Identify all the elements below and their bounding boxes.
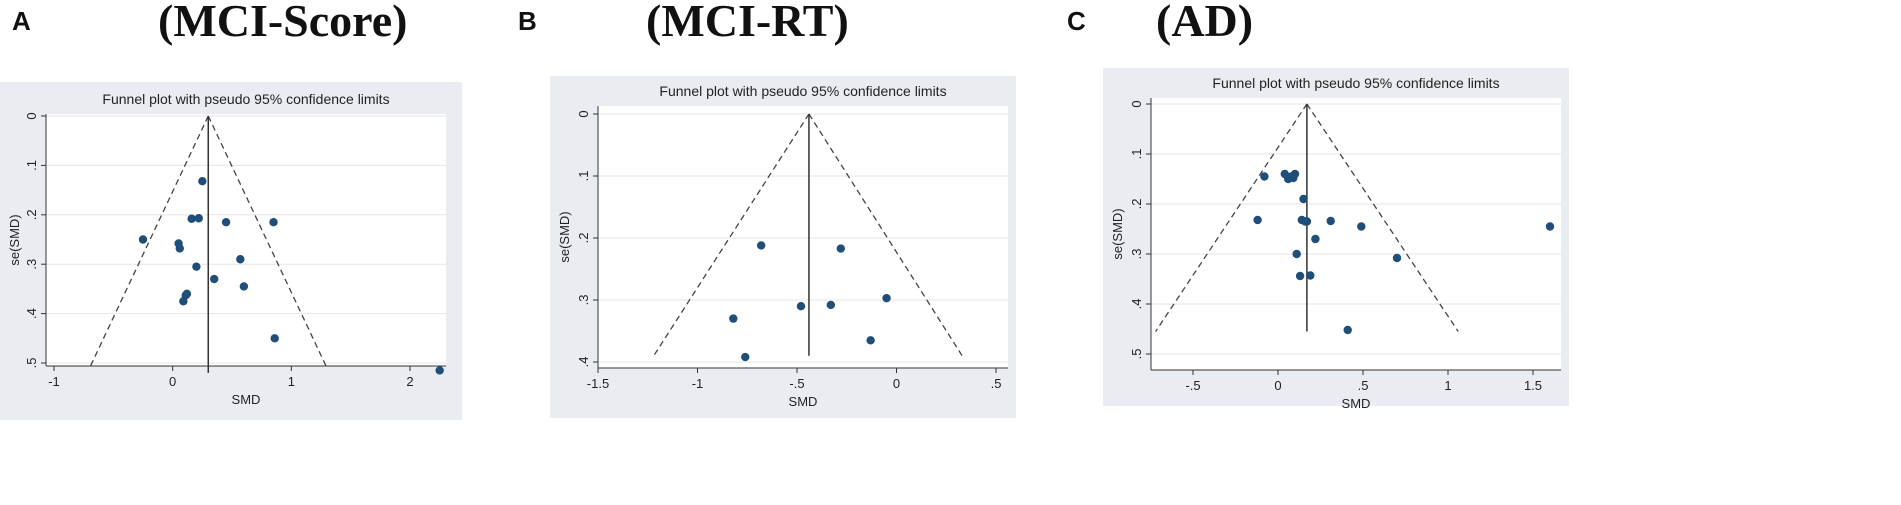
plot-title: Funnel plot with pseudo 95% confidence l… <box>1212 75 1499 91</box>
x-tick-label: -1 <box>692 376 704 391</box>
plot-title: Funnel plot with pseudo 95% confidence l… <box>102 91 389 107</box>
x-tick-label: -1.5 <box>587 376 609 391</box>
y-tick-label: .5 <box>1129 349 1144 360</box>
x-tick-label: .5 <box>991 376 1002 391</box>
y-tick-label: .1 <box>1129 149 1144 160</box>
study-point <box>1260 172 1269 181</box>
y-tick-label: .4 <box>24 308 39 319</box>
study-point <box>1306 271 1315 280</box>
y-tick-label: .4 <box>1129 299 1144 310</box>
x-tick-label: 1.5 <box>1524 378 1542 393</box>
funnel-limit-line <box>207 115 328 369</box>
study-point <box>138 235 148 244</box>
study-point <box>756 241 766 250</box>
study-point <box>198 177 207 186</box>
study-point <box>1299 194 1308 204</box>
study-point <box>1301 217 1310 226</box>
y-tick-label: .4 <box>576 357 591 368</box>
study-point <box>435 366 444 375</box>
study-point <box>1292 249 1301 259</box>
y-tick-label: .1 <box>24 160 39 171</box>
funnel-limit-line <box>1306 103 1459 332</box>
plot-area <box>1151 98 1561 370</box>
study-point <box>181 291 190 300</box>
x-tick-label: 1 <box>1444 378 1451 393</box>
study-point <box>826 300 836 310</box>
study-point <box>236 255 245 264</box>
x-axis-title: SMD <box>1342 396 1371 411</box>
study-point <box>1253 215 1262 225</box>
funnel-limit-line <box>653 113 810 357</box>
funnel-plot-ad: 0 .1 .2 .3 .4 .5 -.5 0 .5 1 1.5 Funnel plot with ps… <box>1103 68 1569 411</box>
plot-area <box>598 106 1008 368</box>
x-tick-label: .5 <box>1358 378 1369 393</box>
y-tick-label: .3 <box>1129 249 1144 260</box>
y-tick-label: .2 <box>24 209 39 220</box>
study-point <box>239 282 249 291</box>
study-point <box>175 244 184 253</box>
study-point <box>270 334 279 343</box>
panel-c-title: (AD) <box>1156 0 1254 46</box>
study-point <box>1295 271 1305 281</box>
study-point <box>866 336 875 345</box>
study-point <box>882 293 891 303</box>
panel-b-title: (MCI-RT) <box>646 0 849 46</box>
y-tick-label: .2 <box>1129 199 1144 210</box>
study-point <box>1289 173 1298 183</box>
y-tick-label: .5 <box>24 358 39 369</box>
x-tick-label: -.5 <box>789 376 804 391</box>
y-tick-label: .1 <box>576 171 591 182</box>
panel-b-letter: B <box>518 6 537 36</box>
study-point <box>836 244 845 253</box>
study-point <box>1357 222 1366 231</box>
plot-area <box>46 114 446 366</box>
y-tick-label: .3 <box>24 259 39 270</box>
study-point <box>1343 325 1352 335</box>
study-point <box>1545 222 1555 231</box>
study-point <box>1326 216 1335 226</box>
study-point <box>192 262 201 271</box>
y-tick-label: 0 <box>24 112 39 119</box>
funnel-limit-line <box>1155 103 1308 332</box>
y-axis-title: se(SMD) <box>1110 208 1125 259</box>
y-tick-label: 0 <box>576 110 591 117</box>
funnel-limit-line <box>89 115 209 369</box>
study-point <box>269 218 278 227</box>
x-axis-title: SMD <box>232 392 261 407</box>
y-axis-title: se(SMD) <box>557 211 572 262</box>
study-point <box>187 214 196 223</box>
panel-c-letter: C <box>1067 6 1086 36</box>
x-axis-title: SMD <box>789 394 818 409</box>
study-point <box>194 214 203 223</box>
study-point <box>221 218 231 227</box>
plot-title: Funnel plot with pseudo 95% confidence l… <box>659 83 946 99</box>
funnel-limit-line <box>808 113 963 357</box>
x-tick-label: 1 <box>288 374 295 389</box>
study-point <box>210 274 219 284</box>
funnel-plot-mci-rt: 0 .1 .2 .3 .4 -1.5 -1 -.5 0 .5 Funnel plot with ps… <box>550 76 1016 418</box>
study-point <box>729 314 738 323</box>
x-tick-label: -1 <box>48 374 60 389</box>
panel-a-title: (MCI-Score) <box>158 0 408 46</box>
x-tick-label: 0 <box>1274 378 1281 393</box>
study-point <box>741 352 750 362</box>
x-tick-label: 0 <box>893 376 900 391</box>
y-tick-label: .3 <box>576 295 591 306</box>
y-tick-label: .2 <box>576 233 591 244</box>
y-axis-title: se(SMD) <box>7 214 22 265</box>
study-point <box>1311 234 1320 244</box>
x-tick-label: -.5 <box>1185 378 1200 393</box>
panel-a-letter: A <box>12 6 31 36</box>
study-point <box>796 302 806 311</box>
funnel-plot-mci-score: 0 .1 .2 .3 .4 .5 -1 0 1 2 Funnel plot with pseudo … <box>0 82 462 420</box>
y-tick-label: 0 <box>1129 100 1144 107</box>
x-tick-label: 0 <box>169 374 176 389</box>
study-point <box>1392 253 1402 263</box>
x-tick-label: 2 <box>406 374 413 389</box>
